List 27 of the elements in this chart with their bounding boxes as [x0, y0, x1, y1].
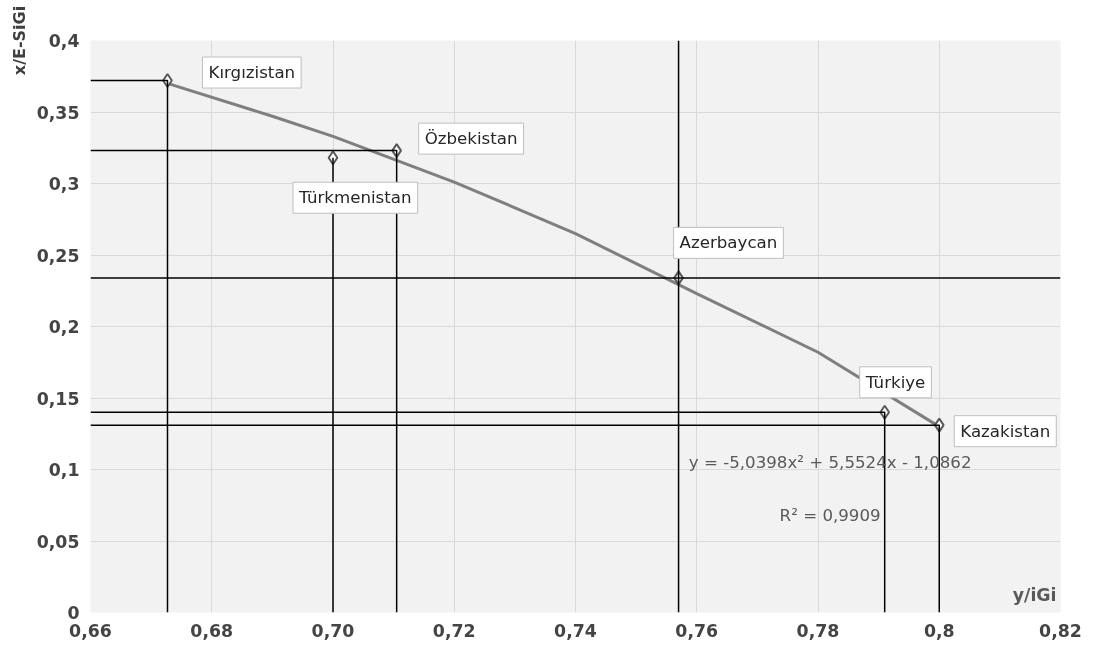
x-tick-label: 0,68 [190, 620, 234, 641]
y-axis-title: x/E-SiGi [9, 5, 29, 76]
x-tick-label: 0,82 [1039, 620, 1082, 641]
x-axis-title: y/iGi [1012, 584, 1057, 605]
x-tick-label: 0,76 [675, 620, 719, 641]
y-tick-label: 0 [67, 603, 80, 623]
y-tick-label: 0,15 [36, 388, 80, 409]
annotation: Kazakistan [960, 421, 1051, 441]
x-tick-label: 0,8 [923, 620, 955, 641]
annotation: Azerbaycan [679, 233, 778, 253]
y-tick-label: 0,1 [48, 460, 80, 480]
annotation: R² = 0,9909 [779, 505, 881, 525]
x-tick-label: 0,78 [796, 620, 840, 641]
y-tick-label: 0,4 [48, 31, 80, 51]
annotation: Özbekistan [424, 129, 518, 149]
x-tick-label: 0,70 [311, 620, 355, 641]
y-tick-label: 0,05 [36, 531, 80, 552]
annotation: Türkmenistan [298, 188, 412, 208]
y-tick-label: 0,2 [48, 317, 80, 337]
y-tick-label: 0,3 [48, 174, 80, 194]
annotation: Türkiye [864, 372, 926, 392]
y-tick-label: 0,25 [36, 245, 80, 266]
x-tick-label: 0,74 [554, 620, 597, 641]
annotation: Kırgızistan [208, 63, 296, 83]
x-tick-label: 0,72 [432, 620, 476, 641]
y-tick-label: 0,35 [36, 102, 80, 123]
x-tick-label: 0,66 [69, 620, 112, 641]
